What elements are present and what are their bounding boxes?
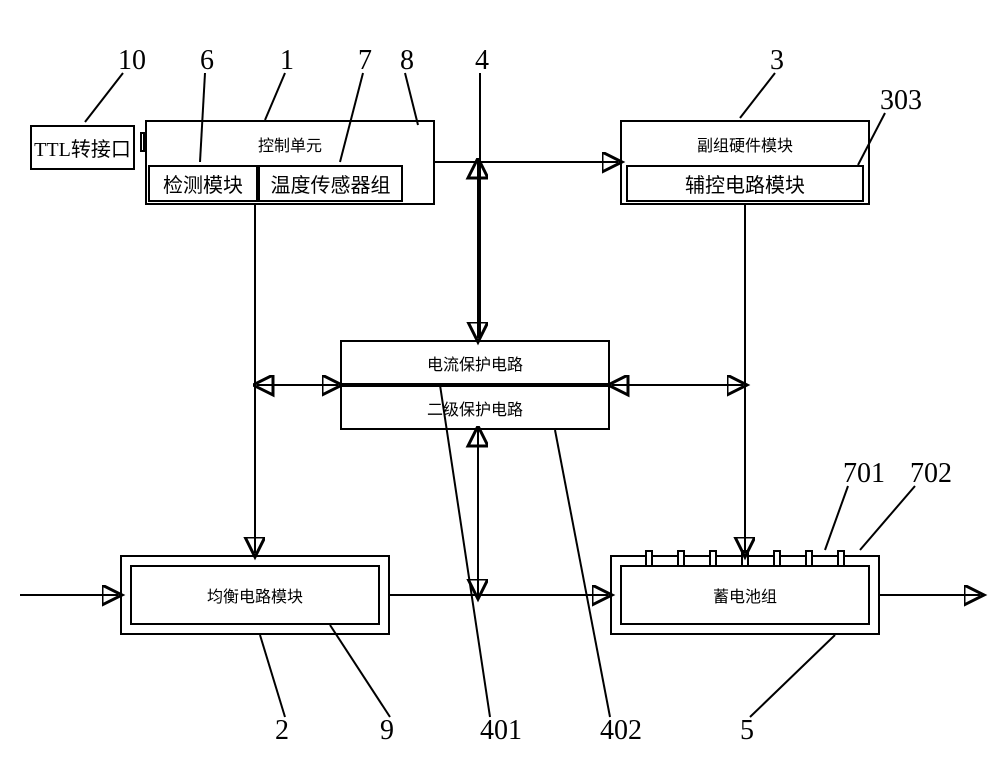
detection-module-box: 检测模块 — [148, 165, 258, 202]
ref-label-6: 6 — [200, 45, 214, 77]
ref-label-8: 8 — [400, 45, 414, 77]
ref-label-402: 402 — [600, 715, 642, 747]
temp-sensor-label: 温度传感器组 — [271, 169, 391, 198]
ref-label-702: 702 — [910, 458, 952, 490]
ref-label-10: 10 — [118, 45, 146, 77]
battery-tooth — [709, 550, 717, 565]
balance-label: 均衡电路模块 — [207, 583, 303, 607]
battery-tooth — [773, 550, 781, 565]
ref-label-4: 4 — [475, 45, 489, 77]
sub-hw-label: 副组硬件模块 — [697, 132, 793, 156]
battery-tooth — [837, 550, 845, 565]
detection-module-label: 检测模块 — [163, 169, 243, 198]
aux-ctrl-label: 辅控电路模块 — [685, 169, 805, 198]
ref-label-3: 3 — [770, 45, 784, 77]
ref-label-9: 9 — [380, 715, 394, 747]
battery-tooth — [805, 550, 813, 565]
ref-label-2: 2 — [275, 715, 289, 747]
second-prot-box: 二级保护电路 — [340, 385, 610, 430]
ref-label-7: 7 — [358, 45, 372, 77]
battery-tooth — [677, 550, 685, 565]
battery-tooth — [741, 550, 749, 565]
second-prot-label: 二级保护电路 — [427, 396, 523, 420]
battery-tooth — [645, 550, 653, 565]
aux-ctrl-box: 辅控电路模块 — [626, 165, 864, 202]
ref-label-1: 1 — [280, 45, 294, 77]
ref-label-401: 401 — [480, 715, 522, 747]
ttl-port-box: TTL转接口 — [30, 125, 135, 170]
current-prot-label: 电流保护电路 — [427, 351, 523, 375]
ttl-port-label: TTL转接口 — [34, 133, 131, 162]
ref-label-701: 701 — [843, 458, 885, 490]
ref-label-303: 303 — [880, 85, 922, 117]
ref-label-5: 5 — [740, 715, 754, 747]
current-prot-box: 电流保护电路 — [340, 340, 610, 385]
balance-inner-box: 均衡电路模块 — [130, 565, 380, 625]
temp-sensor-box: 温度传感器组 — [258, 165, 403, 202]
battery-inner-box: 蓄电池组 — [620, 565, 870, 625]
control-unit-label: 控制单元 — [258, 132, 322, 156]
battery-label: 蓄电池组 — [713, 583, 777, 607]
